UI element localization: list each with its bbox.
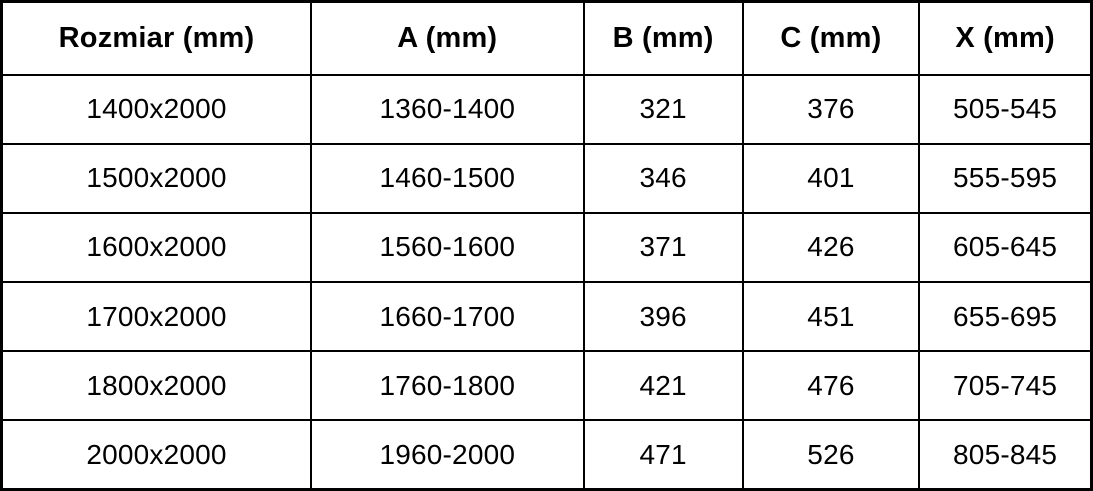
cell-b: 396 bbox=[582, 280, 744, 353]
cell-c: 451 bbox=[741, 280, 921, 353]
cell-c: 476 bbox=[741, 350, 921, 422]
cell-x: 505-545 bbox=[918, 73, 1093, 145]
cell-rozmiar: 1500x2000 bbox=[0, 142, 313, 214]
cell-rozmiar: 2000x2000 bbox=[0, 419, 313, 491]
table-row: 1600x2000 1560-1600 371 426 605-645 bbox=[0, 211, 1093, 283]
cell-x: 805-845 bbox=[918, 419, 1093, 491]
cell-b: 421 bbox=[582, 350, 744, 422]
cell-b: 346 bbox=[582, 142, 744, 214]
cell-x: 555-595 bbox=[918, 142, 1093, 214]
cell-c: 376 bbox=[741, 73, 921, 145]
cell-a: 1960-2000 bbox=[310, 419, 585, 491]
cell-a: 1560-1600 bbox=[310, 211, 585, 283]
header-cell-rozmiar: Rozmiar (mm) bbox=[0, 0, 313, 76]
header-row: Rozmiar (mm) A (mm) B (mm) C (mm) X (mm) bbox=[0, 0, 1093, 76]
cell-c: 401 bbox=[741, 142, 921, 214]
cell-c: 526 bbox=[741, 419, 921, 491]
header-cell-c: C (mm) bbox=[741, 0, 921, 76]
cell-a: 1460-1500 bbox=[310, 142, 585, 214]
cell-b: 321 bbox=[582, 73, 744, 145]
table-row: 1400x2000 1360-1400 321 376 505-545 bbox=[0, 73, 1093, 145]
cell-a: 1660-1700 bbox=[310, 280, 585, 353]
header-cell-a: A (mm) bbox=[310, 0, 585, 76]
table-row: 1700x2000 1660-1700 396 451 655-695 bbox=[0, 280, 1093, 353]
cell-rozmiar: 1400x2000 bbox=[0, 73, 313, 145]
table-row: 1500x2000 1460-1500 346 401 555-595 bbox=[0, 142, 1093, 214]
cell-rozmiar: 1600x2000 bbox=[0, 211, 313, 283]
cell-b: 371 bbox=[582, 211, 744, 283]
cell-x: 705-745 bbox=[918, 350, 1093, 422]
cell-a: 1760-1800 bbox=[310, 350, 585, 422]
cell-x: 655-695 bbox=[918, 280, 1093, 353]
table-row: 2000x2000 1960-2000 471 526 805-845 bbox=[0, 419, 1093, 491]
cell-x: 605-645 bbox=[918, 211, 1093, 283]
table-row: 1800x2000 1760-1800 421 476 705-745 bbox=[0, 350, 1093, 422]
cell-c: 426 bbox=[741, 211, 921, 283]
table-header: Rozmiar (mm) A (mm) B (mm) C (mm) X (mm) bbox=[0, 0, 1093, 76]
table-body: 1400x2000 1360-1400 321 376 505-545 1500… bbox=[0, 73, 1093, 491]
header-cell-x: X (mm) bbox=[918, 0, 1093, 76]
cell-rozmiar: 1700x2000 bbox=[0, 280, 313, 353]
header-cell-b: B (mm) bbox=[582, 0, 744, 76]
cell-b: 471 bbox=[582, 419, 744, 491]
cell-a: 1360-1400 bbox=[310, 73, 585, 145]
cell-rozmiar: 1800x2000 bbox=[0, 350, 313, 422]
